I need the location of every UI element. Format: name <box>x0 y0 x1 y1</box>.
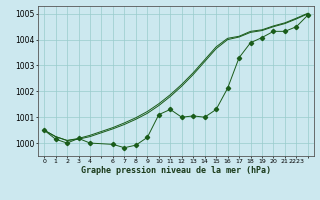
X-axis label: Graphe pression niveau de la mer (hPa): Graphe pression niveau de la mer (hPa) <box>81 166 271 175</box>
